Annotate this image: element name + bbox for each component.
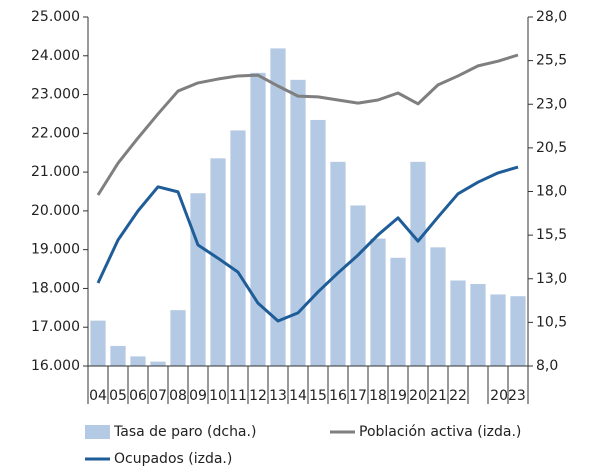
bar [490,294,506,366]
y-tick-label: 17.000 [31,319,80,335]
bar [130,356,146,366]
y-tick-label: 21.000 [31,164,80,180]
bar [290,79,306,366]
y2-tick-label: 20,5 [536,140,567,156]
bar [450,280,466,366]
y-tick-label: 20.000 [31,203,80,219]
y-tick-label: 25.000 [31,9,80,25]
x-tick-label: 13 [269,388,287,404]
x-tick-label: 16 [329,388,347,404]
x-tick-label: 10 [209,388,227,404]
x-tick-label: 17 [349,388,367,404]
y-tick-label: 16.000 [31,358,80,374]
bar [390,257,406,366]
x-tick-label: 20 [409,388,427,404]
bar [150,361,166,366]
y2-tick-label: 23,0 [536,96,567,112]
legend-label: Población activa (izda.) [359,424,521,440]
y-tick-label: 19.000 [31,242,80,258]
legend-label: Tasa de paro (dcha.) [113,424,256,440]
y-tick-label: 24.000 [31,48,80,64]
x-tick-label: 22 [449,388,467,404]
x-tick-label: 09 [189,388,207,404]
bar [210,158,226,366]
bar [470,283,486,366]
bar [230,130,246,366]
y2-tick-label: 28,0 [536,9,567,25]
y2-tick-label: 13,0 [536,271,567,287]
x-tick-label: 19 [389,388,407,404]
y2-tick-label: 10,5 [536,314,567,330]
x-tick-label: 21 [429,388,447,404]
bar [90,320,106,366]
line [96,53,519,196]
x-tick-label: 04 [89,388,107,404]
x-tick-label: 12 [249,388,267,404]
legend-swatch [85,425,110,439]
legend-label: Ocupados (izda.) [114,451,232,467]
y2-tick-label: 18,0 [536,184,567,200]
bar [510,296,526,366]
bar [370,238,386,366]
y-tick-label: 22.000 [31,125,80,141]
line [96,165,519,323]
bar [330,161,346,366]
bar [190,193,206,366]
bar [410,161,426,366]
x-tick-label: 05 [109,388,127,404]
bar [250,72,266,366]
bar [310,119,326,366]
bar [430,247,446,366]
bar [350,205,366,366]
x-tick-label: 11 [229,388,247,404]
y2-tick-label: 8,0 [536,358,558,374]
bar [110,345,126,366]
bar [170,310,186,366]
y2-tick-label: 15,5 [536,227,567,243]
x-tick-label: 08 [169,388,187,404]
bar [270,48,286,366]
x-tick-label: 07 [149,388,167,404]
y2-tick-label: 25,5 [536,53,567,69]
x-tick-label: 18 [369,388,387,404]
y-tick-label: 18.000 [31,280,80,296]
y-tick-label: 23.000 [31,87,80,103]
x-tick-label: 2023 [490,388,526,404]
x-tick-label: 06 [129,388,147,404]
x-tick-label: 14 [289,388,307,404]
x-tick-label: 15 [309,388,327,404]
